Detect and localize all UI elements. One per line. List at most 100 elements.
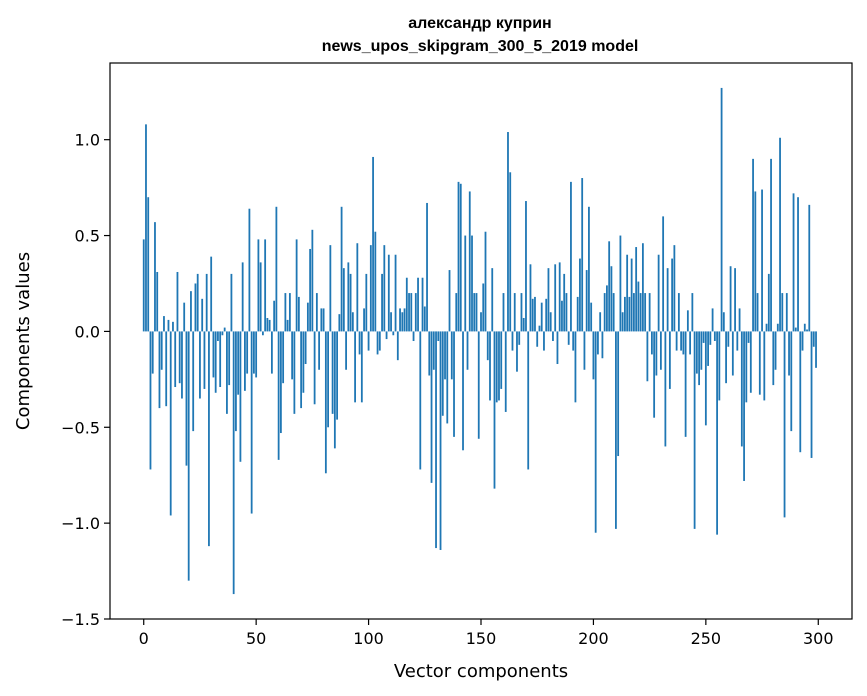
bar [338,314,341,332]
bar [167,319,170,332]
y-tick-label: −1.0 [61,514,100,533]
bar [412,331,415,341]
bar [394,254,397,332]
bar [480,312,482,332]
bar [360,331,363,403]
bar [151,331,154,374]
bar [666,268,669,332]
bar [657,254,660,332]
bar [682,331,685,355]
bar [237,331,240,395]
bar [313,331,316,405]
bar [172,321,174,332]
bar [232,331,235,595]
bar [214,331,217,393]
bar [552,331,554,341]
bar [561,300,563,332]
bar [279,331,282,434]
bar [720,87,723,332]
bar [527,331,530,470]
bar [716,331,718,535]
bar [635,247,638,332]
bar [277,331,280,460]
x-tick-label: 100 [353,629,384,648]
bar [558,262,561,332]
bar [761,189,763,332]
bar [725,331,727,384]
y-tick-label: 0.0 [75,322,100,341]
bar [230,273,233,332]
bar [590,302,593,332]
bar [448,270,451,332]
bar [486,331,489,361]
bar [331,331,334,414]
bar [223,327,226,332]
bar [788,331,790,376]
bar [464,235,467,332]
chart-title: александр куприн [408,15,551,32]
bar [675,331,678,351]
bar [455,293,458,332]
bar [722,312,725,332]
bar [414,293,417,332]
bar [529,264,532,332]
bar [511,331,514,351]
bar [235,331,237,432]
bar [659,331,662,370]
bar [383,245,386,332]
x-tick-label: 150 [466,629,497,648]
bar [147,197,150,332]
bar [810,331,813,458]
bar [367,331,370,351]
bar [212,331,215,378]
bar [369,245,372,332]
bar [333,331,336,449]
bar [187,331,190,581]
bar [612,293,615,332]
bar [740,331,743,447]
bar [284,293,287,332]
bar [648,293,651,332]
bar [646,331,649,382]
y-tick-label: −0.5 [61,418,100,437]
bar [466,331,469,370]
bar [597,331,599,355]
bar [408,293,410,332]
bar [576,296,579,332]
bar [572,331,575,351]
bar [288,293,291,332]
bar [700,331,703,370]
bar [770,158,772,332]
bar [704,331,707,426]
bar [686,310,689,332]
bar [801,331,804,351]
bar [196,273,199,332]
bar [516,331,518,372]
bar [650,331,653,355]
bar [808,204,811,332]
bar [727,331,730,347]
bar [457,181,460,332]
bar [217,331,219,341]
bar [405,277,408,332]
bar [450,331,453,380]
bar [160,331,163,370]
bar [468,191,471,332]
bar [655,331,658,376]
bar [482,283,485,332]
bar [342,268,345,332]
bar [783,331,786,518]
bar [435,331,437,549]
bars-group [142,87,817,595]
y-tick-label: −1.5 [61,610,100,629]
bar [736,331,739,351]
bar [588,206,590,332]
y-axis-ticks: −1.5 −1.0 −0.5 0.0 0.5 1.0 [61,131,110,629]
bar [615,331,617,529]
bar [399,308,401,332]
bar [518,331,521,345]
bar [785,293,788,332]
bar [806,329,808,332]
bar [702,331,705,343]
bar [347,262,350,332]
